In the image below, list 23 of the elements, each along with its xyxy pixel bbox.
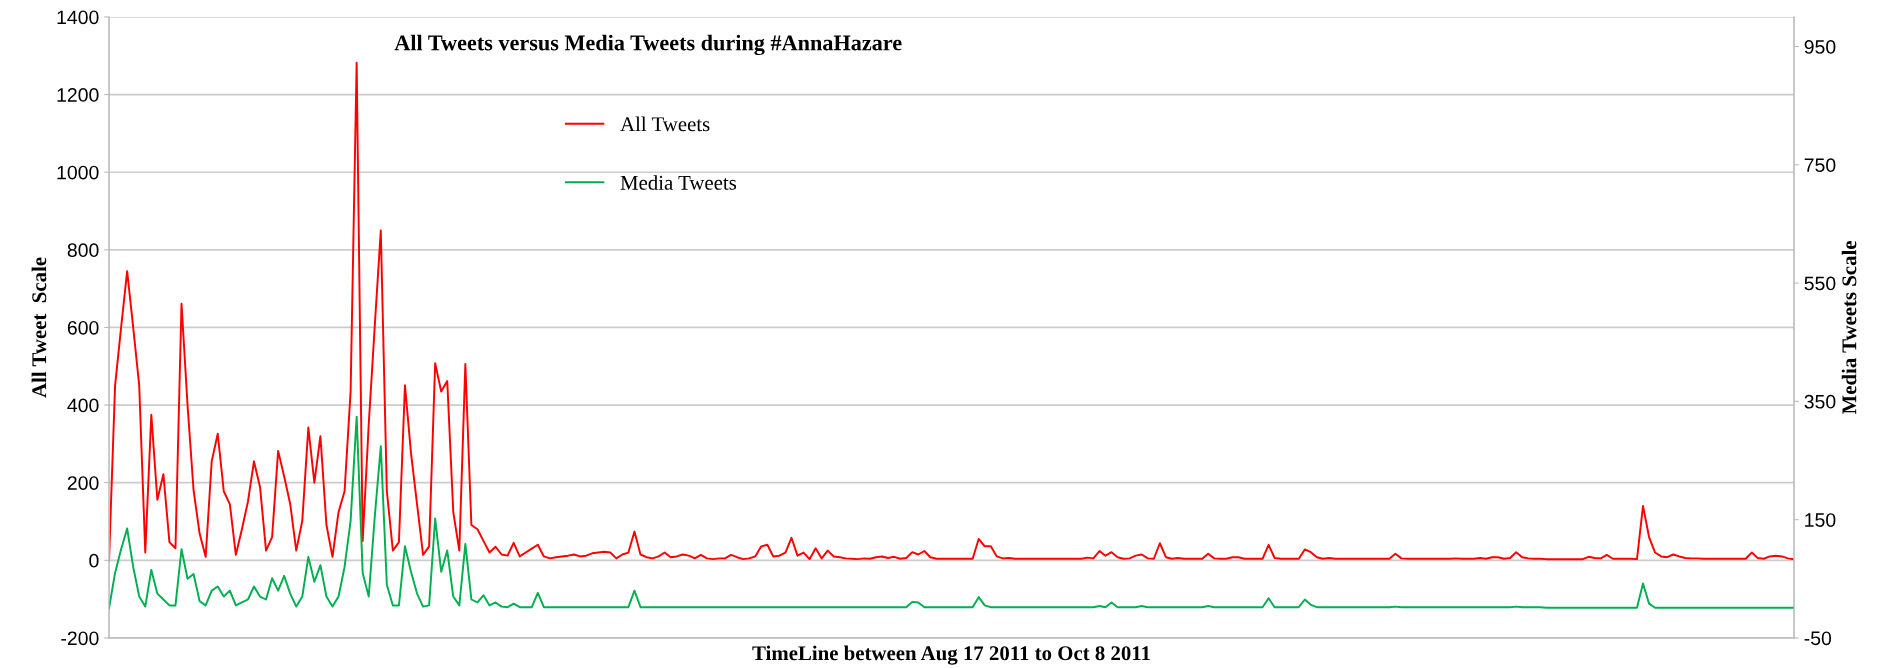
line-series [109,61,1794,562]
y-tick-label: 400 [67,398,99,413]
y2-tick-label: 350 [1804,394,1836,409]
y2-tick-label: 750 [1804,158,1836,173]
y2-tick-label: 950 [1804,40,1836,54]
legend-label: Media Tweets [620,175,737,190]
y-tick-label: 0 [89,553,99,568]
y-tick-label: 600 [67,320,99,335]
line-series [109,415,1794,610]
y2-tick-label: 150 [1805,513,1836,527]
legend-label: All Tweets [620,116,710,132]
y-tick-label: 1400 [57,10,99,25]
y-tick-label: -200 [61,631,99,646]
y2-axis-title: Media Tweets Scale [1841,241,1857,415]
y-tick-label: 1200 [57,88,99,102]
text: All Tweets versus Media Tweets during #AnnaHazare [394,34,902,56]
y2-tick-label: 550 [1804,276,1836,291]
x-axis-title: TimeLine between Aug 17 2011 to Oct 8 2011 [752,645,1150,665]
y-tick-label: 200 [67,476,99,490]
y-axis-title: All Tweet Scale [31,257,47,398]
y-tick-label: 800 [67,243,99,258]
y2-tick-label: -50 [1804,631,1832,646]
y-tick-label: 1000 [57,165,99,180]
